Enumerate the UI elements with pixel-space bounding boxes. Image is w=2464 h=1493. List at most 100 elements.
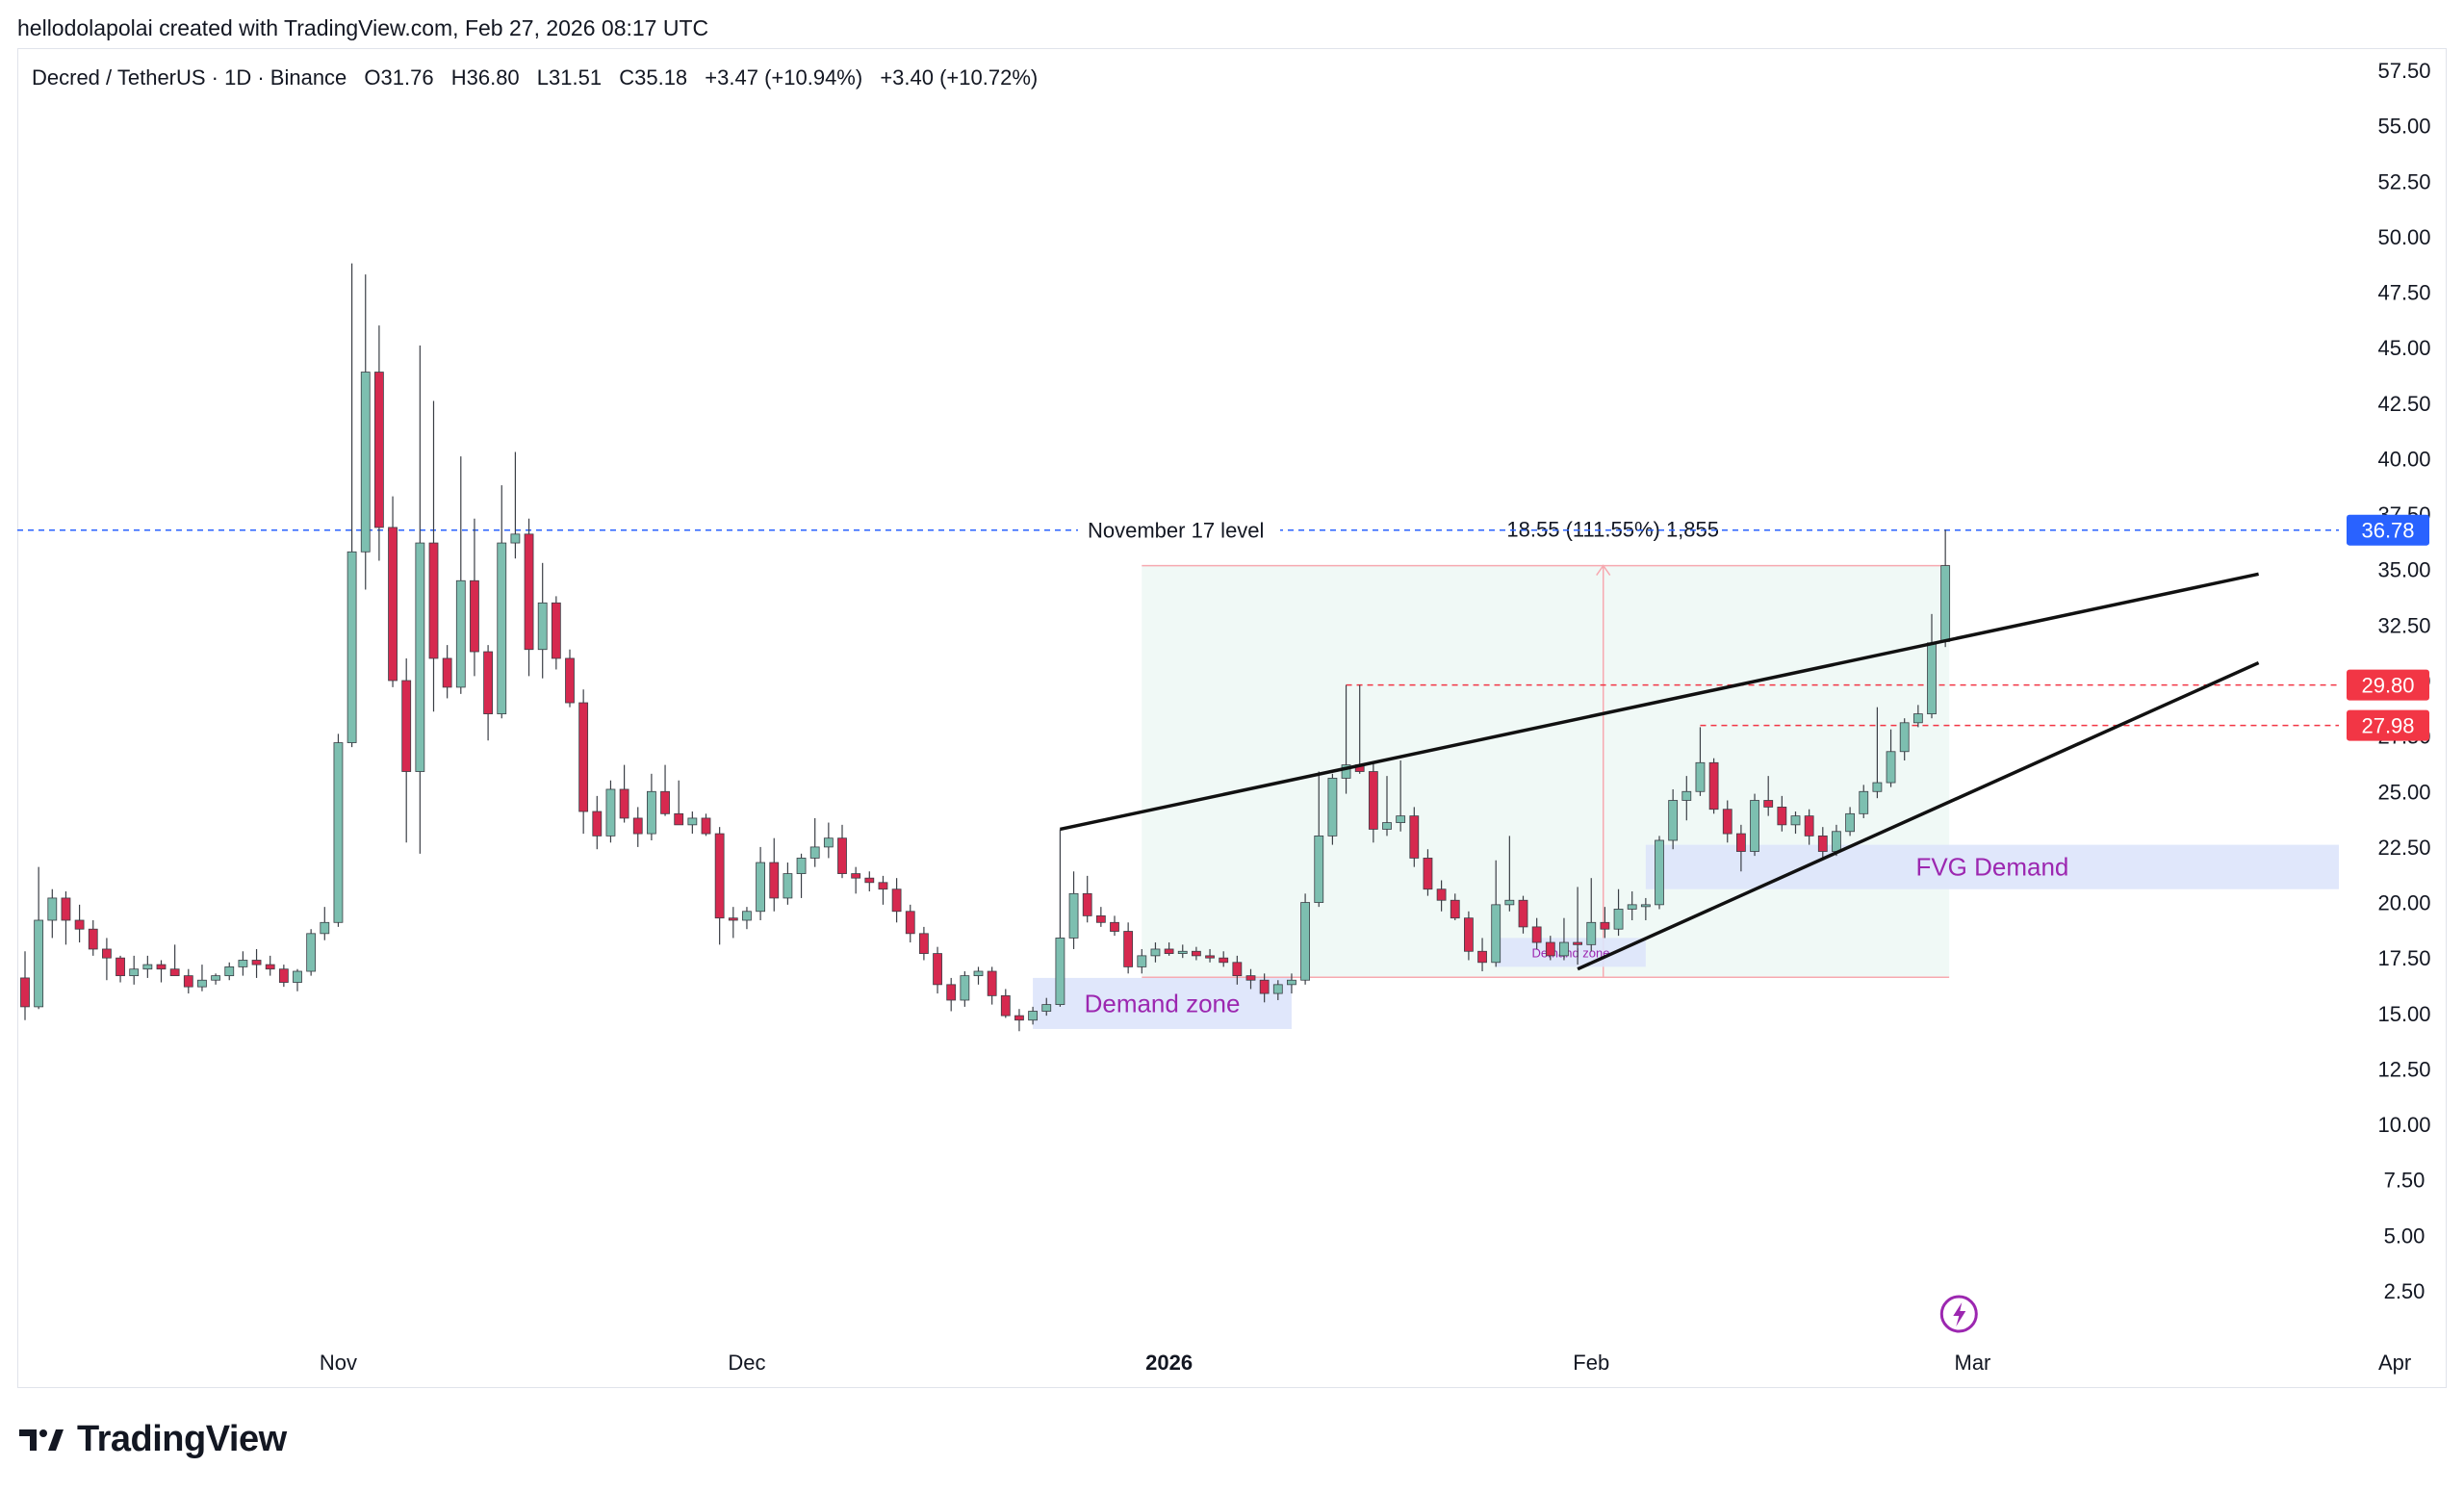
candle-body xyxy=(1068,892,1079,939)
candle-body xyxy=(1082,892,1092,916)
candle-body xyxy=(442,657,452,688)
zone-label-0: Demand zone xyxy=(1085,989,1241,1017)
zone-0 xyxy=(1033,977,1292,1029)
candle-body xyxy=(1832,831,1841,852)
candle-body xyxy=(224,966,235,977)
candle-body xyxy=(88,928,98,950)
candle-body xyxy=(1314,835,1324,903)
candle-body xyxy=(1681,790,1692,801)
candle-body xyxy=(891,888,902,913)
candle-body xyxy=(1327,778,1338,837)
candle-body xyxy=(1055,938,1065,1005)
symbol-legend[interactable]: Decred / TetherUS · 1D · Binance O31.76 … xyxy=(32,65,1049,90)
candle-body xyxy=(742,911,752,921)
candle-body xyxy=(1736,833,1746,852)
y-tick-label: 10.00 xyxy=(2377,1113,2430,1137)
y-tick-label: 25.00 xyxy=(2377,780,2430,804)
y-tick-label: 15.00 xyxy=(2377,1002,2430,1026)
candle-body xyxy=(1518,899,1528,928)
trendline-0 xyxy=(1060,572,2259,832)
candle-body xyxy=(428,542,439,659)
candle-body xyxy=(415,542,425,772)
candle-body xyxy=(1272,984,1283,994)
candle-body xyxy=(1000,994,1011,1017)
candle-body xyxy=(1436,888,1447,901)
candle-body xyxy=(769,862,780,899)
candle-body xyxy=(1232,962,1243,977)
y-tick-label: 57.50 xyxy=(2377,59,2430,83)
y-tick-label: 47.50 xyxy=(2377,281,2430,305)
candle-body xyxy=(1763,800,1774,808)
candle-body xyxy=(728,917,738,921)
candle-body xyxy=(156,964,167,970)
candle-body xyxy=(34,919,44,1008)
candle-body xyxy=(632,817,643,835)
candle-body xyxy=(47,897,58,921)
candle-body xyxy=(1790,815,1801,826)
candle-body xyxy=(1409,815,1420,859)
candle-body xyxy=(1450,899,1460,919)
y-tick-label: 35.00 xyxy=(2377,558,2430,582)
candle-body xyxy=(470,579,479,653)
lightning-bolt xyxy=(1953,1302,1966,1326)
x-tick-label: 2026 xyxy=(1145,1351,1193,1375)
price-label-bg-1 xyxy=(2347,669,2429,701)
candle-body xyxy=(1886,751,1896,784)
zone-1 xyxy=(1645,844,2339,889)
candle-body xyxy=(1368,771,1378,830)
candle-body xyxy=(1341,764,1351,779)
level-label: November 17 level xyxy=(1088,519,1264,543)
candle-body xyxy=(960,975,970,1001)
y-tick-label: 2.50 xyxy=(2384,1279,2426,1303)
candle-body xyxy=(1491,904,1502,964)
candle-body xyxy=(388,527,398,682)
candle-body xyxy=(796,858,807,874)
candle-body xyxy=(987,970,997,996)
brand-name: TradingView xyxy=(77,1419,287,1459)
candle-body xyxy=(169,968,180,977)
candle-body xyxy=(1504,899,1515,906)
candle-body xyxy=(1287,979,1296,986)
candle-body xyxy=(973,970,984,977)
candle-body xyxy=(74,919,85,930)
candle-body xyxy=(619,788,629,819)
price-label-0: 36.78 xyxy=(2361,519,2414,543)
tradingview-logo[interactable]: TradingView xyxy=(19,1419,287,1460)
candle-body xyxy=(1531,926,1542,943)
x-tick-label: Mar xyxy=(1955,1351,1991,1375)
measure-arrow-head xyxy=(1596,564,1611,577)
candle-body xyxy=(293,970,302,983)
measure-label: 18.55 (111.55%) 1,855 xyxy=(1506,518,1719,542)
candle-body xyxy=(1859,790,1869,814)
candle-body xyxy=(714,833,725,919)
candle-body xyxy=(1164,948,1174,954)
candle-body xyxy=(1110,921,1119,932)
tradingview-logo-icon xyxy=(19,1429,64,1451)
ohlc-low: L31.51 xyxy=(536,65,603,90)
candle-body xyxy=(551,602,561,659)
candle-body xyxy=(1655,839,1664,906)
candle-body xyxy=(1640,904,1651,908)
price-change: +3.47 (+10.94%) xyxy=(705,65,863,90)
candle-body xyxy=(483,651,494,714)
y-tick-label: 45.00 xyxy=(2377,336,2430,360)
levels-layer: November 17 level xyxy=(17,514,2339,727)
candle-body xyxy=(211,975,221,981)
y-tick-label: 7.50 xyxy=(2384,1169,2426,1193)
candle-body xyxy=(1205,955,1215,959)
candle-body xyxy=(783,873,793,899)
level-label-bg xyxy=(1078,514,1280,544)
x-tick-label: Feb xyxy=(1573,1351,1609,1375)
lightning-icon xyxy=(1939,1295,1978,1333)
zone-2 xyxy=(1496,938,1646,967)
candle-body xyxy=(687,817,698,826)
candle-body xyxy=(1123,931,1134,967)
candle-body xyxy=(306,933,317,972)
price-label-1: 29.80 xyxy=(2361,674,2414,698)
candle-body xyxy=(1722,809,1732,835)
candle-body xyxy=(1845,812,1855,833)
candle-body xyxy=(1382,822,1392,830)
candle-body xyxy=(905,911,915,935)
candle-body xyxy=(238,960,248,967)
